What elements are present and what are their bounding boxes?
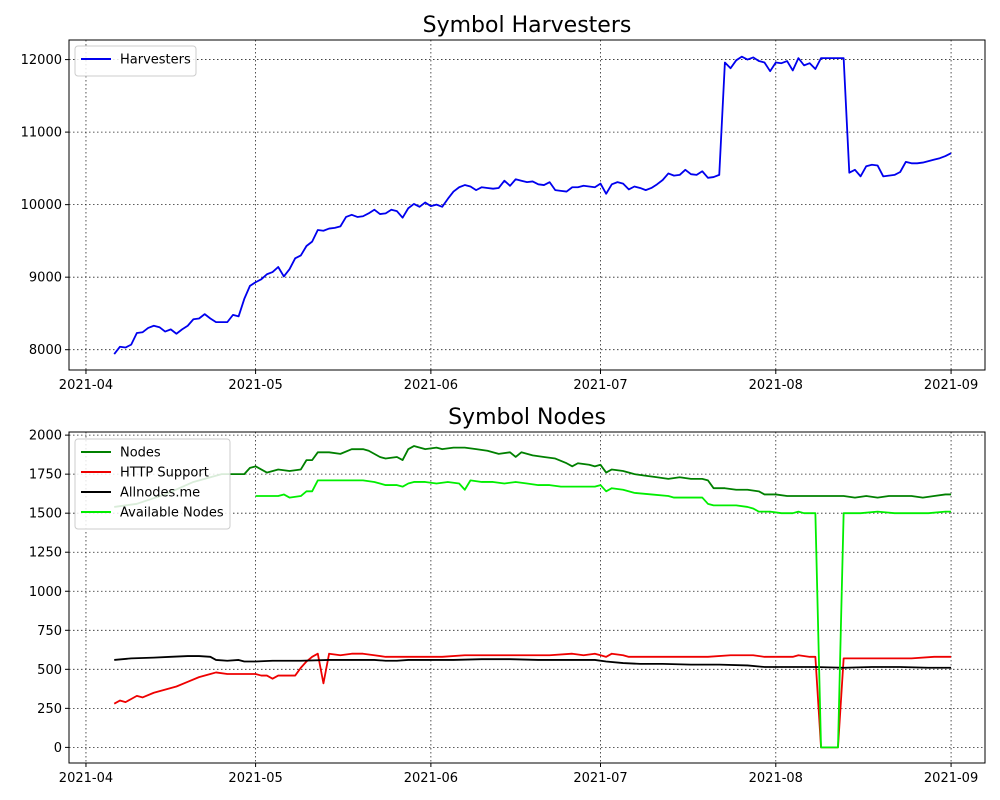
- series-line-harvesters: [113, 55, 952, 355]
- series-line-http-support: [113, 652, 952, 749]
- harvesters-x-tick-label: 2021-05: [228, 378, 282, 393]
- nodes-y-tick-label: 250: [37, 702, 62, 717]
- series-line-allnodes-me: [114, 655, 952, 669]
- nodes-y-tick-label: 750: [37, 624, 62, 639]
- harvesters-legend: Harvesters: [74, 45, 197, 77]
- harvesters-ticks: 2021-04 2021-05 2021-06 2021-07 2021-08 2021-…: [21, 53, 979, 393]
- harvesters-x-tick-label: 2021-08: [749, 378, 803, 393]
- legend-label-http-support: HTTP Support: [120, 466, 209, 481]
- nodes-y-tick-label: 1000: [29, 585, 62, 600]
- nodes-y-tick-label: 1750: [29, 468, 62, 483]
- harvesters-chart: Symbol Harvesters 2021-04 2021-05 2021-06 2…: [21, 13, 986, 393]
- nodes-series-lines: [113, 445, 952, 749]
- harvesters-chart-title: Symbol Harvesters: [423, 13, 632, 38]
- nodes-y-tick-label: 2000: [29, 429, 62, 444]
- series-line-nodes: [114, 445, 952, 508]
- harvesters-x-tick-label: 2021-07: [573, 378, 627, 393]
- harvesters-y-tick-label: 9000: [29, 271, 62, 286]
- harvesters-x-tick-label: 2021-04: [59, 378, 113, 393]
- legend-label-nodes: Nodes: [120, 446, 161, 461]
- nodes-y-tick-label: 500: [37, 663, 62, 678]
- nodes-y-tick-label: 0: [54, 741, 62, 756]
- legend-label-available-nodes: Available Nodes: [120, 506, 224, 521]
- harvesters-series-lines: [113, 55, 952, 355]
- nodes-ticks: 2021-04 2021-05 2021-06 2021-07 2021-08 2021-…: [29, 429, 978, 786]
- series-line-available-nodes: [255, 479, 952, 749]
- nodes-x-tick-label: 2021-06: [404, 771, 458, 786]
- nodes-legend: Nodes HTTP Support Allnodes.me Available No…: [74, 438, 231, 530]
- harvesters-x-tick-label: 2021-09: [924, 378, 978, 393]
- harvesters-x-tick-label: 2021-06: [404, 378, 458, 393]
- nodes-y-tick-label: 1500: [29, 507, 62, 522]
- nodes-plot-frame: [68, 431, 986, 764]
- legend-label-allnodes-me: Allnodes.me: [120, 486, 200, 501]
- harvesters-y-tick-label: 8000: [29, 343, 62, 358]
- harvesters-grid: [69, 40, 985, 370]
- nodes-x-tick-label: 2021-09: [924, 771, 978, 786]
- nodes-x-tick-label: 2021-04: [59, 771, 113, 786]
- nodes-chart: Symbol Nodes 2021-04 2021-05 2021-06 2021-0…: [29, 405, 986, 786]
- harvesters-y-tick-label: 10000: [21, 198, 62, 213]
- nodes-x-tick-label: 2021-05: [228, 771, 282, 786]
- nodes-legend-box: [74, 438, 231, 530]
- nodes-y-tick-label: 1250: [29, 546, 62, 561]
- nodes-chart-title: Symbol Nodes: [448, 405, 606, 430]
- harvesters-legend-box: [74, 45, 197, 77]
- harvesters-y-tick-label: 12000: [21, 53, 62, 68]
- legend-label-harvesters: Harvesters: [120, 53, 191, 68]
- nodes-x-tick-label: 2021-07: [573, 771, 627, 786]
- harvesters-y-tick-label: 11000: [21, 126, 62, 141]
- nodes-x-tick-label: 2021-08: [749, 771, 803, 786]
